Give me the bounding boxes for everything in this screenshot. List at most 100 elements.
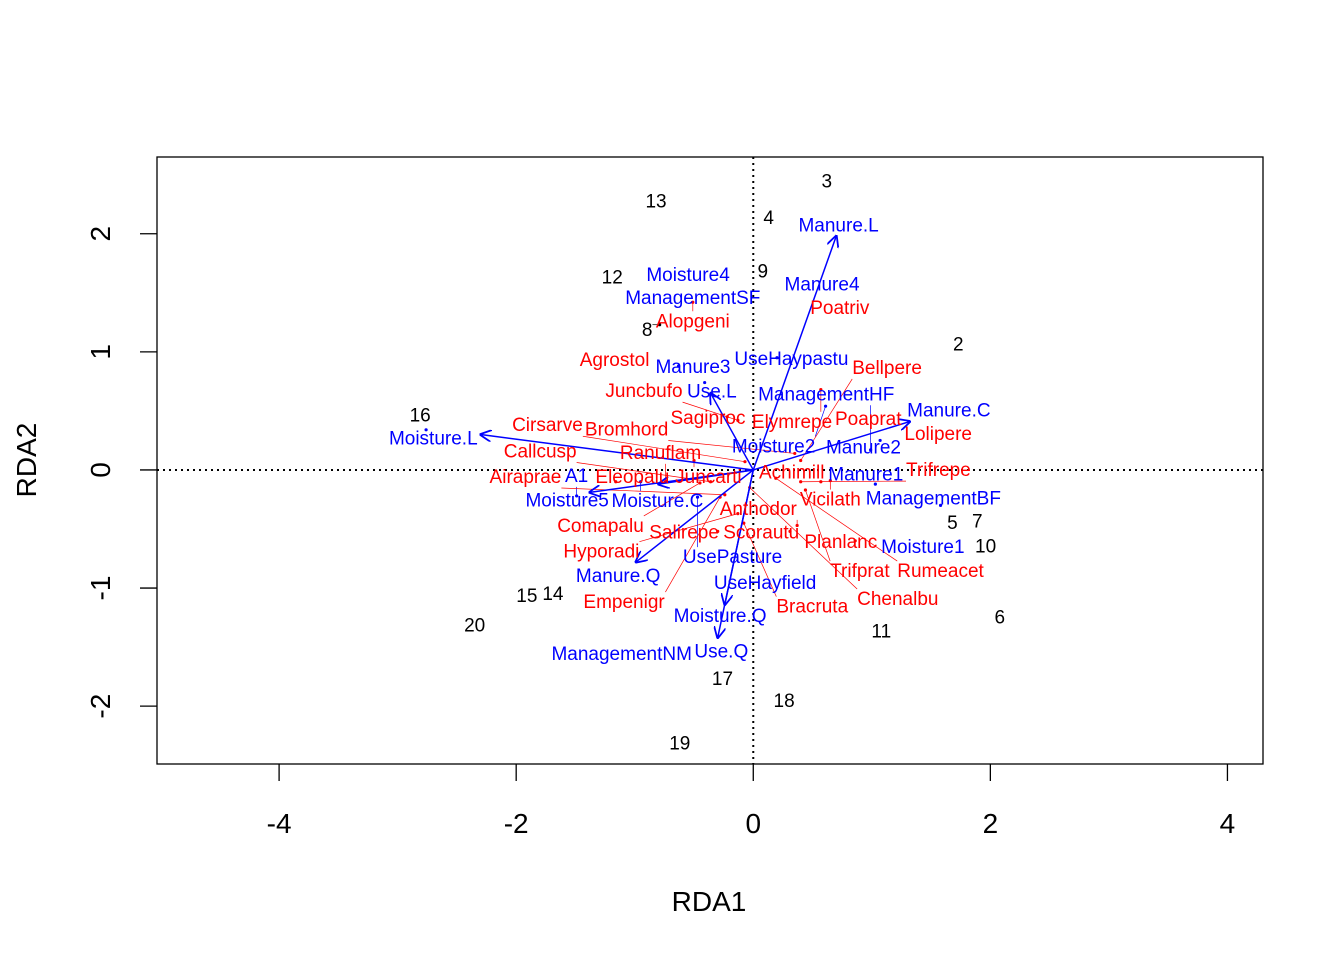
species-label: Bellpere xyxy=(852,358,922,379)
constraint-arrow xyxy=(753,422,909,471)
site-label: 18 xyxy=(774,691,795,712)
constraint-label: Moisture.C xyxy=(612,491,704,512)
species-label: Vicilath xyxy=(800,490,861,511)
label-leader-line xyxy=(643,482,701,517)
label-anchor-dot xyxy=(819,388,823,392)
y-axis-label: RDA2 xyxy=(11,423,42,498)
constraint-arrow xyxy=(718,469,755,638)
constraint-label: UseHayfield xyxy=(714,573,816,594)
species-label: Bracruta xyxy=(776,597,848,618)
y-tick-label: -1 xyxy=(85,576,116,601)
label-anchor-dot xyxy=(938,503,943,507)
label-leader-line xyxy=(668,440,795,454)
constraint-label: Manure2 xyxy=(826,437,901,458)
constraint-label: Moisture.Q xyxy=(674,606,767,627)
species-label: Ranuflam xyxy=(620,443,701,464)
site-label: 3 xyxy=(821,172,832,193)
x-tick-label: 4 xyxy=(1220,808,1236,839)
label-leader-line xyxy=(582,435,746,463)
label-anchor-dot xyxy=(692,458,696,463)
constraint-label: Moisture2 xyxy=(732,436,815,457)
species-label: Salirepe xyxy=(649,522,719,543)
species-label: Planlanc xyxy=(804,532,877,553)
site-label: 13 xyxy=(645,192,666,213)
label-leader-line xyxy=(749,487,858,590)
label-anchor-dot xyxy=(878,438,882,443)
species-label: Chenalbu xyxy=(857,589,938,610)
label-leader-line xyxy=(805,489,831,562)
site-label: 20 xyxy=(464,616,485,637)
species-label: Poaprat xyxy=(835,409,902,430)
constraint-label: Moisture1 xyxy=(881,537,964,558)
site-label: 7 xyxy=(972,512,983,533)
species-label: Trifprat xyxy=(830,561,890,582)
species-label: Alopgeni xyxy=(656,311,730,332)
label-leader-line xyxy=(639,513,738,543)
site-label: 19 xyxy=(669,734,690,755)
label-anchor-dot xyxy=(703,380,707,385)
species-label: Lolipere xyxy=(904,424,972,445)
site-label: 14 xyxy=(542,584,564,605)
constraint-label: Use.L xyxy=(687,381,737,402)
constraint-label: Manure.L xyxy=(798,215,878,236)
y-tick-label: 0 xyxy=(85,462,116,478)
constraint-label: ManagementBF xyxy=(866,489,1001,510)
species-label: Juncbufo xyxy=(605,381,682,402)
constraint-label: A1 xyxy=(565,466,588,487)
x-axis-label: RDA1 xyxy=(672,886,747,917)
label-anchor-dot xyxy=(698,481,702,485)
label-anchor-dot xyxy=(708,480,713,484)
label-anchor-dot xyxy=(793,451,797,456)
label-anchor-dot xyxy=(658,323,662,327)
constraint-label: Manure.C xyxy=(907,401,990,422)
site-label: 4 xyxy=(763,208,774,229)
species-label: Cirsarve xyxy=(512,415,583,436)
species-label: Rumeacet xyxy=(897,561,984,582)
species-label: Sagiproc xyxy=(670,408,745,429)
y-tick-label: -2 xyxy=(85,694,116,719)
label-anchor-dot xyxy=(736,418,740,422)
label-anchor-dot xyxy=(799,480,803,484)
y-tick-label: 2 xyxy=(85,226,116,242)
constraint-label: Moisture4 xyxy=(646,265,730,286)
site-label: 17 xyxy=(712,669,733,690)
species-label: Elymrepe xyxy=(752,412,832,433)
species-label: Poatriv xyxy=(810,298,870,319)
label-leader-line xyxy=(800,480,907,483)
label-leader-line xyxy=(743,522,777,597)
constraint-arrow xyxy=(636,469,754,562)
constraint-label: Moisture5 xyxy=(525,490,608,511)
species-label: Agrostol xyxy=(580,350,650,371)
label-anchor-dot xyxy=(676,364,681,368)
label-anchor-dot xyxy=(736,512,740,516)
site-label: 10 xyxy=(975,537,996,558)
label-anchor-dot xyxy=(424,428,428,432)
species-label: Juncarti xyxy=(675,467,742,488)
constraint-label: Use.Q xyxy=(694,642,748,663)
label-anchor-dot xyxy=(742,521,746,525)
species-label: Hyporadi xyxy=(563,542,639,563)
x-tick-label: -4 xyxy=(267,808,292,839)
label-leader-line xyxy=(775,477,898,562)
species-label: Anthodor xyxy=(720,499,798,520)
species-label: Bromhord xyxy=(585,420,668,441)
constraint-label: Manure3 xyxy=(655,357,730,378)
x-tick-label: 2 xyxy=(983,808,999,839)
label-leader-line xyxy=(814,406,826,437)
site-label: 11 xyxy=(871,622,891,643)
site-label: 12 xyxy=(602,267,623,288)
x-tick-label: 0 xyxy=(745,808,761,839)
constraint-label: Manure4 xyxy=(785,274,860,295)
label-leader-line xyxy=(800,378,853,461)
label-anchor-dot xyxy=(869,448,873,452)
constraint-label: UsePasture xyxy=(683,547,782,568)
label-anchor-dot xyxy=(775,356,779,360)
species-label: Airaprae xyxy=(490,467,562,488)
label-anchor-dot xyxy=(575,494,579,498)
site-label: 15 xyxy=(516,586,537,607)
species-label: Achimill xyxy=(759,462,824,483)
site-label: 6 xyxy=(995,607,1006,628)
label-anchor-dot xyxy=(795,523,799,528)
constraint-arrow xyxy=(481,435,754,471)
